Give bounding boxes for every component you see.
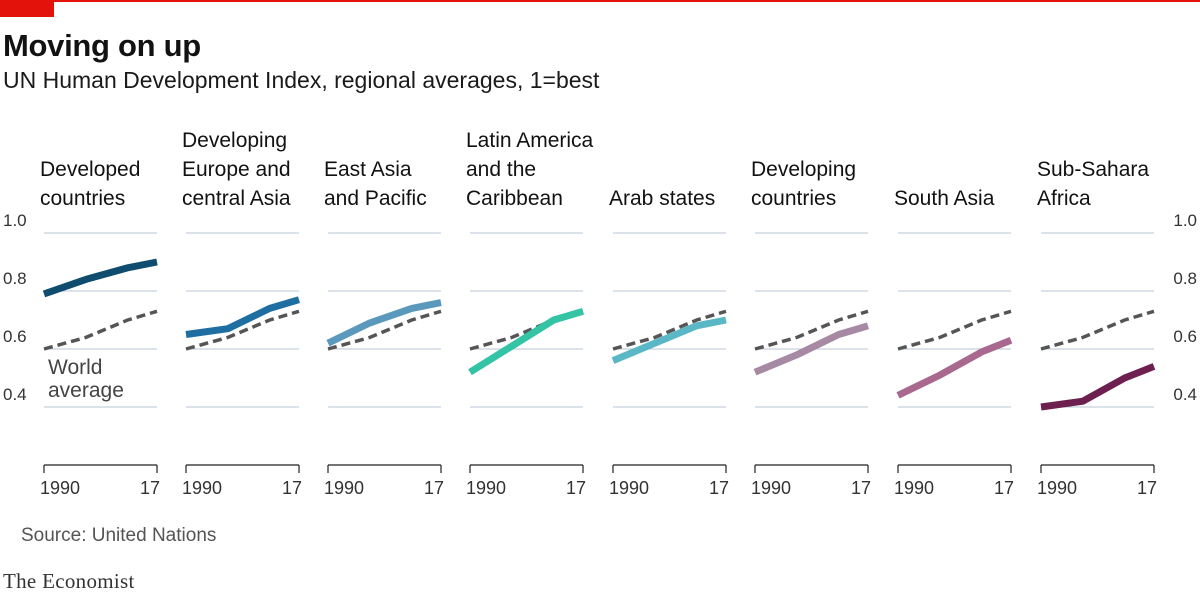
brand-red-tag [0,0,54,17]
panel-label-line: Sub-Sahara [1037,158,1149,181]
x-tick-label-start: 1990 [751,478,791,498]
series-line [42,258,158,298]
world-average-line [1040,309,1155,351]
panel-label-line: Developed [40,158,140,181]
x-tick-label-end: 17 [424,478,444,498]
series-line [896,337,1013,399]
panel-label-line: East Asia [324,158,412,181]
panel-label-line: Caribbean [466,187,563,210]
chart-subtitle: UN Human Development Index, regional ave… [3,67,600,93]
world-average-line [327,309,442,351]
panel-label-line: countries [40,187,125,210]
x-tick-label-end: 17 [140,478,160,498]
series-line [1040,363,1156,411]
panel-label-line: Developing [182,129,287,152]
world-average-line [185,309,300,351]
panel-label-line: Latin America [466,129,594,152]
world-average-label: World [48,356,102,379]
x-tick-label-start: 1990 [1037,478,1077,498]
panel-label-line: central Asia [182,187,291,210]
panel-label-line: Arab states [609,187,715,210]
x-tick-label-end: 17 [1137,478,1157,498]
panel-label-line: Africa [1037,187,1091,210]
x-tick-label-end: 17 [709,478,729,498]
panel-label-line: Developing [751,158,856,181]
chart-title: Moving on up [3,28,201,63]
x-tick-label-end: 17 [851,478,871,498]
series-line [611,316,727,364]
y-tick-label-left: 1.0 [3,211,27,230]
panel-label-line: and the [466,158,536,181]
x-tick-label-end: 17 [282,478,302,498]
series-line [326,299,442,347]
series-line [753,322,869,376]
publisher-logo: The Economist [3,569,135,593]
x-tick-label-start: 1990 [324,478,364,498]
x-tick-label-start: 1990 [894,478,934,498]
x-tick-label-end: 17 [566,478,586,498]
world-average-line [43,309,158,351]
world-average-line [897,309,1012,351]
panel-label-line: South Asia [894,187,995,210]
panel-label-line: and Pacific [324,187,427,210]
world-average-line [754,309,869,351]
y-tick-label-left: 0.6 [3,327,27,346]
x-tick-label-start: 1990 [40,478,80,498]
x-tick-label-end: 17 [994,478,1014,498]
x-tick-label-start: 1990 [466,478,506,498]
source-note: Source: United Nations [21,525,217,546]
y-tick-label-right: 0.4 [1173,385,1197,404]
y-tick-label-right: 1.0 [1173,211,1197,230]
x-tick-label-start: 1990 [609,478,649,498]
world-average-line [612,309,727,351]
series-line [185,296,300,338]
panel-label-line: Europe and [182,158,291,181]
top-rule [0,0,1200,2]
x-tick-label-start: 1990 [182,478,222,498]
y-tick-label-right: 0.8 [1173,269,1197,288]
y-tick-label-right: 0.6 [1173,327,1197,346]
y-tick-label-left: 0.4 [3,385,27,404]
world-average-label: average [48,379,124,402]
y-tick-label-left: 0.8 [3,269,27,288]
panel-label-line: countries [751,187,836,210]
series-line [468,307,584,376]
